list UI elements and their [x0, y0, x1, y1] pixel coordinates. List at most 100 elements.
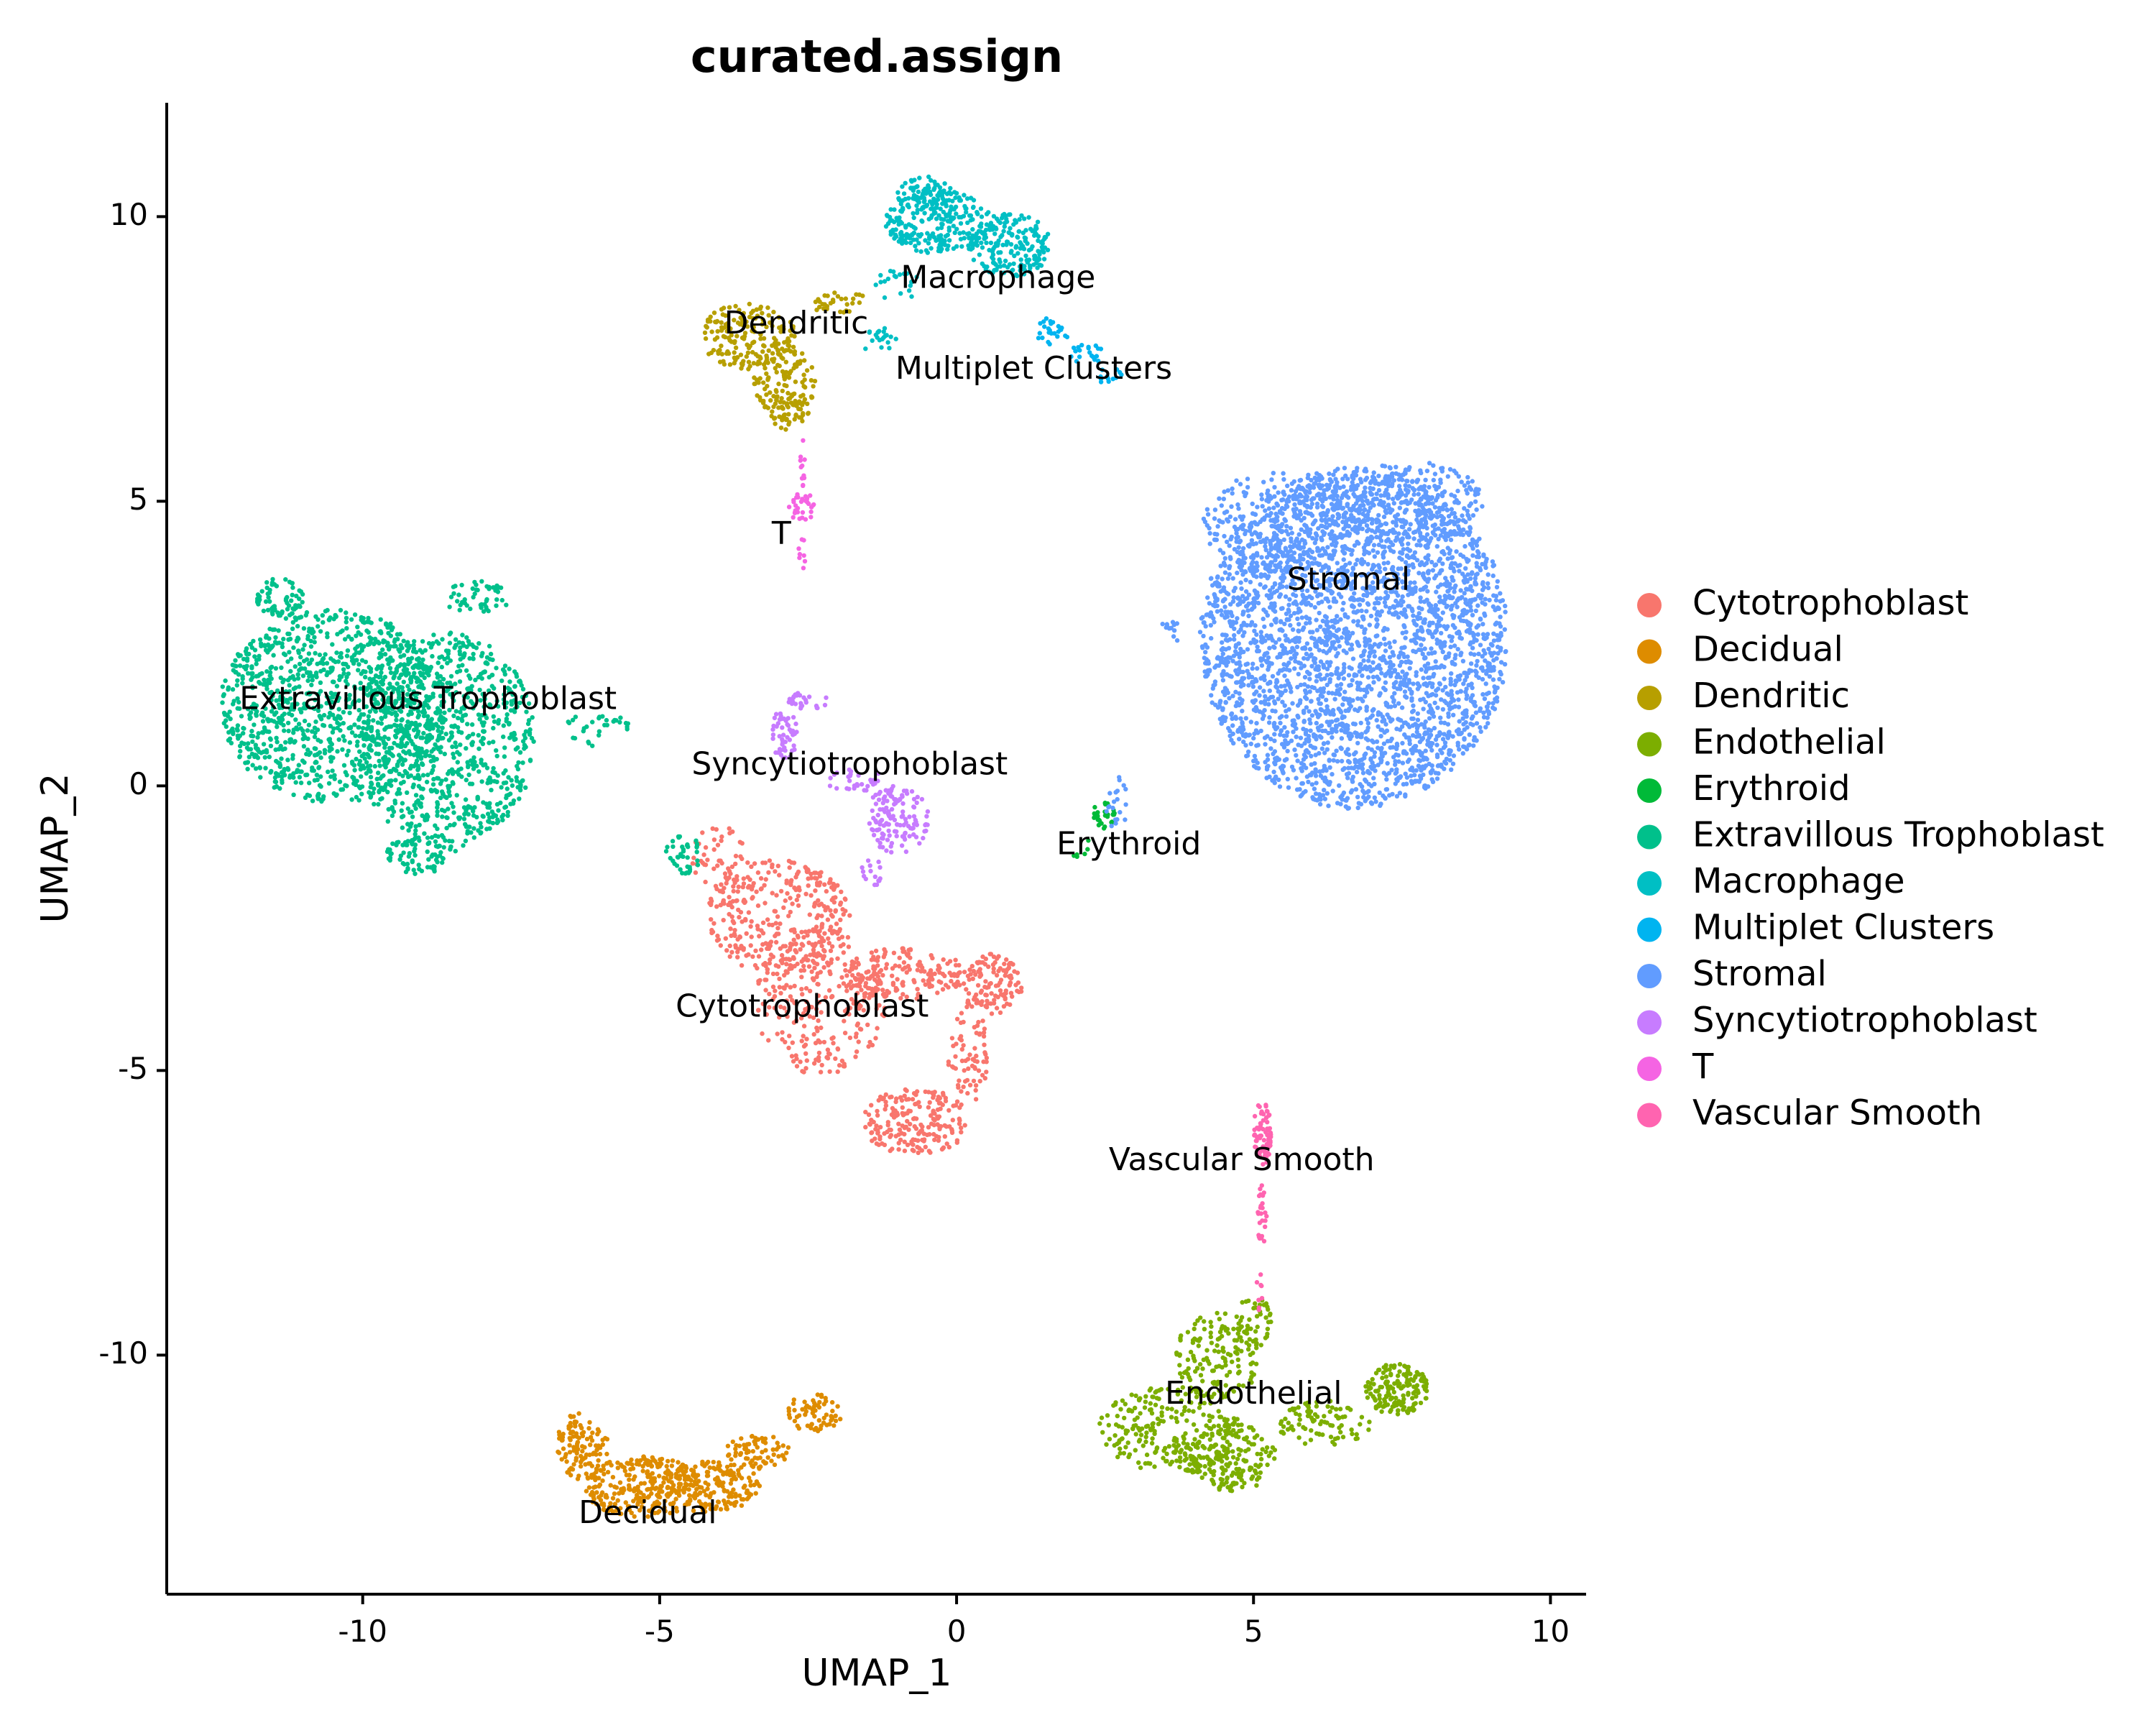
data-point: [1158, 1418, 1164, 1424]
data-point: [1190, 1441, 1196, 1447]
data-point: [812, 1400, 817, 1406]
data-point: [292, 615, 298, 620]
data-point: [989, 1011, 995, 1016]
data-point: [828, 908, 833, 913]
data-point: [717, 1463, 722, 1468]
data-point: [702, 330, 708, 336]
data-point: [829, 960, 834, 965]
data-point: [1172, 1450, 1178, 1455]
data-point: [907, 967, 912, 972]
data-point: [338, 607, 344, 613]
data-point: [1142, 1405, 1148, 1410]
data-point: [957, 1121, 962, 1126]
data-point: [1216, 1423, 1221, 1428]
data-point: [1358, 1422, 1363, 1427]
data-point: [373, 673, 379, 678]
data-point: [1381, 1370, 1386, 1376]
data-point: [732, 1503, 737, 1508]
data-point: [576, 1411, 581, 1416]
data-point: [321, 620, 326, 625]
data-point: [523, 745, 528, 750]
data-point: [759, 947, 764, 952]
data-point: [1225, 1439, 1230, 1445]
data-point: [455, 760, 460, 765]
data-point: [743, 918, 748, 923]
data-point: [484, 660, 489, 665]
data-point: [841, 942, 846, 947]
data-point: [1166, 1386, 1171, 1392]
data-point: [1228, 1353, 1233, 1358]
data-point: [974, 1053, 979, 1059]
data-point: [819, 1062, 824, 1068]
data-point: [844, 1008, 849, 1013]
data-point: [469, 642, 475, 648]
data-point: [485, 805, 490, 810]
data-point: [796, 934, 801, 940]
data-point: [478, 671, 484, 676]
data-point: [1185, 1357, 1191, 1363]
data-point: [1220, 1325, 1225, 1330]
data-point: [923, 982, 928, 988]
data-point: [784, 983, 789, 988]
data-point: [1211, 1481, 1217, 1486]
data-point: [374, 751, 379, 756]
data-point: [857, 292, 862, 298]
data-point: [1177, 1371, 1183, 1376]
data-point: [944, 1141, 949, 1146]
data-point: [361, 620, 367, 625]
data-point: [1388, 1384, 1393, 1389]
data-point: [705, 857, 710, 862]
data-point: [841, 981, 847, 986]
data-point: [468, 805, 473, 810]
data-point: [250, 763, 255, 768]
data-point: [305, 792, 310, 798]
data-point: [819, 1394, 824, 1399]
data-point: [723, 936, 728, 941]
data-point: [677, 1484, 682, 1489]
data-point: [371, 791, 376, 796]
data-point: [648, 1476, 654, 1481]
data-point: [801, 934, 806, 940]
data-point: [874, 972, 879, 977]
data-point: [708, 318, 713, 324]
data-point: [418, 735, 423, 740]
data-point: [678, 1464, 683, 1470]
data-point: [1401, 1404, 1407, 1410]
data-point: [793, 380, 798, 385]
data-point: [379, 774, 384, 779]
data-point: [811, 1061, 817, 1066]
data-point: [900, 981, 905, 986]
data-point: [1122, 1415, 1127, 1421]
data-point: [349, 730, 355, 735]
data-point: [386, 630, 391, 636]
data-point: [1223, 1383, 1228, 1388]
data-point: [746, 910, 752, 915]
data-point: [1188, 1447, 1194, 1452]
data-point: [770, 409, 775, 414]
data-point: [1217, 1330, 1223, 1335]
data-point: [962, 1079, 968, 1084]
data-point: [957, 1105, 962, 1110]
data-point: [1097, 1421, 1102, 1426]
data-point: [909, 1141, 914, 1146]
data-point: [285, 720, 291, 726]
data-point: [837, 926, 843, 932]
data-point: [692, 1479, 698, 1484]
data-point: [926, 1125, 931, 1130]
data-point: [260, 730, 266, 735]
data-point: [258, 775, 263, 780]
data-point: [249, 733, 254, 738]
data-point: [828, 877, 833, 882]
data-point: [1208, 1330, 1213, 1335]
data-point: [1182, 1458, 1187, 1463]
data-point: [816, 1000, 822, 1005]
data-point: [733, 1446, 738, 1452]
data-point: [721, 1472, 726, 1477]
data-point: [458, 742, 463, 748]
data-point: [255, 735, 260, 740]
data-point: [742, 336, 747, 341]
data-point: [397, 727, 402, 732]
data-point: [1185, 1467, 1190, 1472]
data-point: [724, 948, 729, 953]
data-point: [814, 924, 819, 929]
